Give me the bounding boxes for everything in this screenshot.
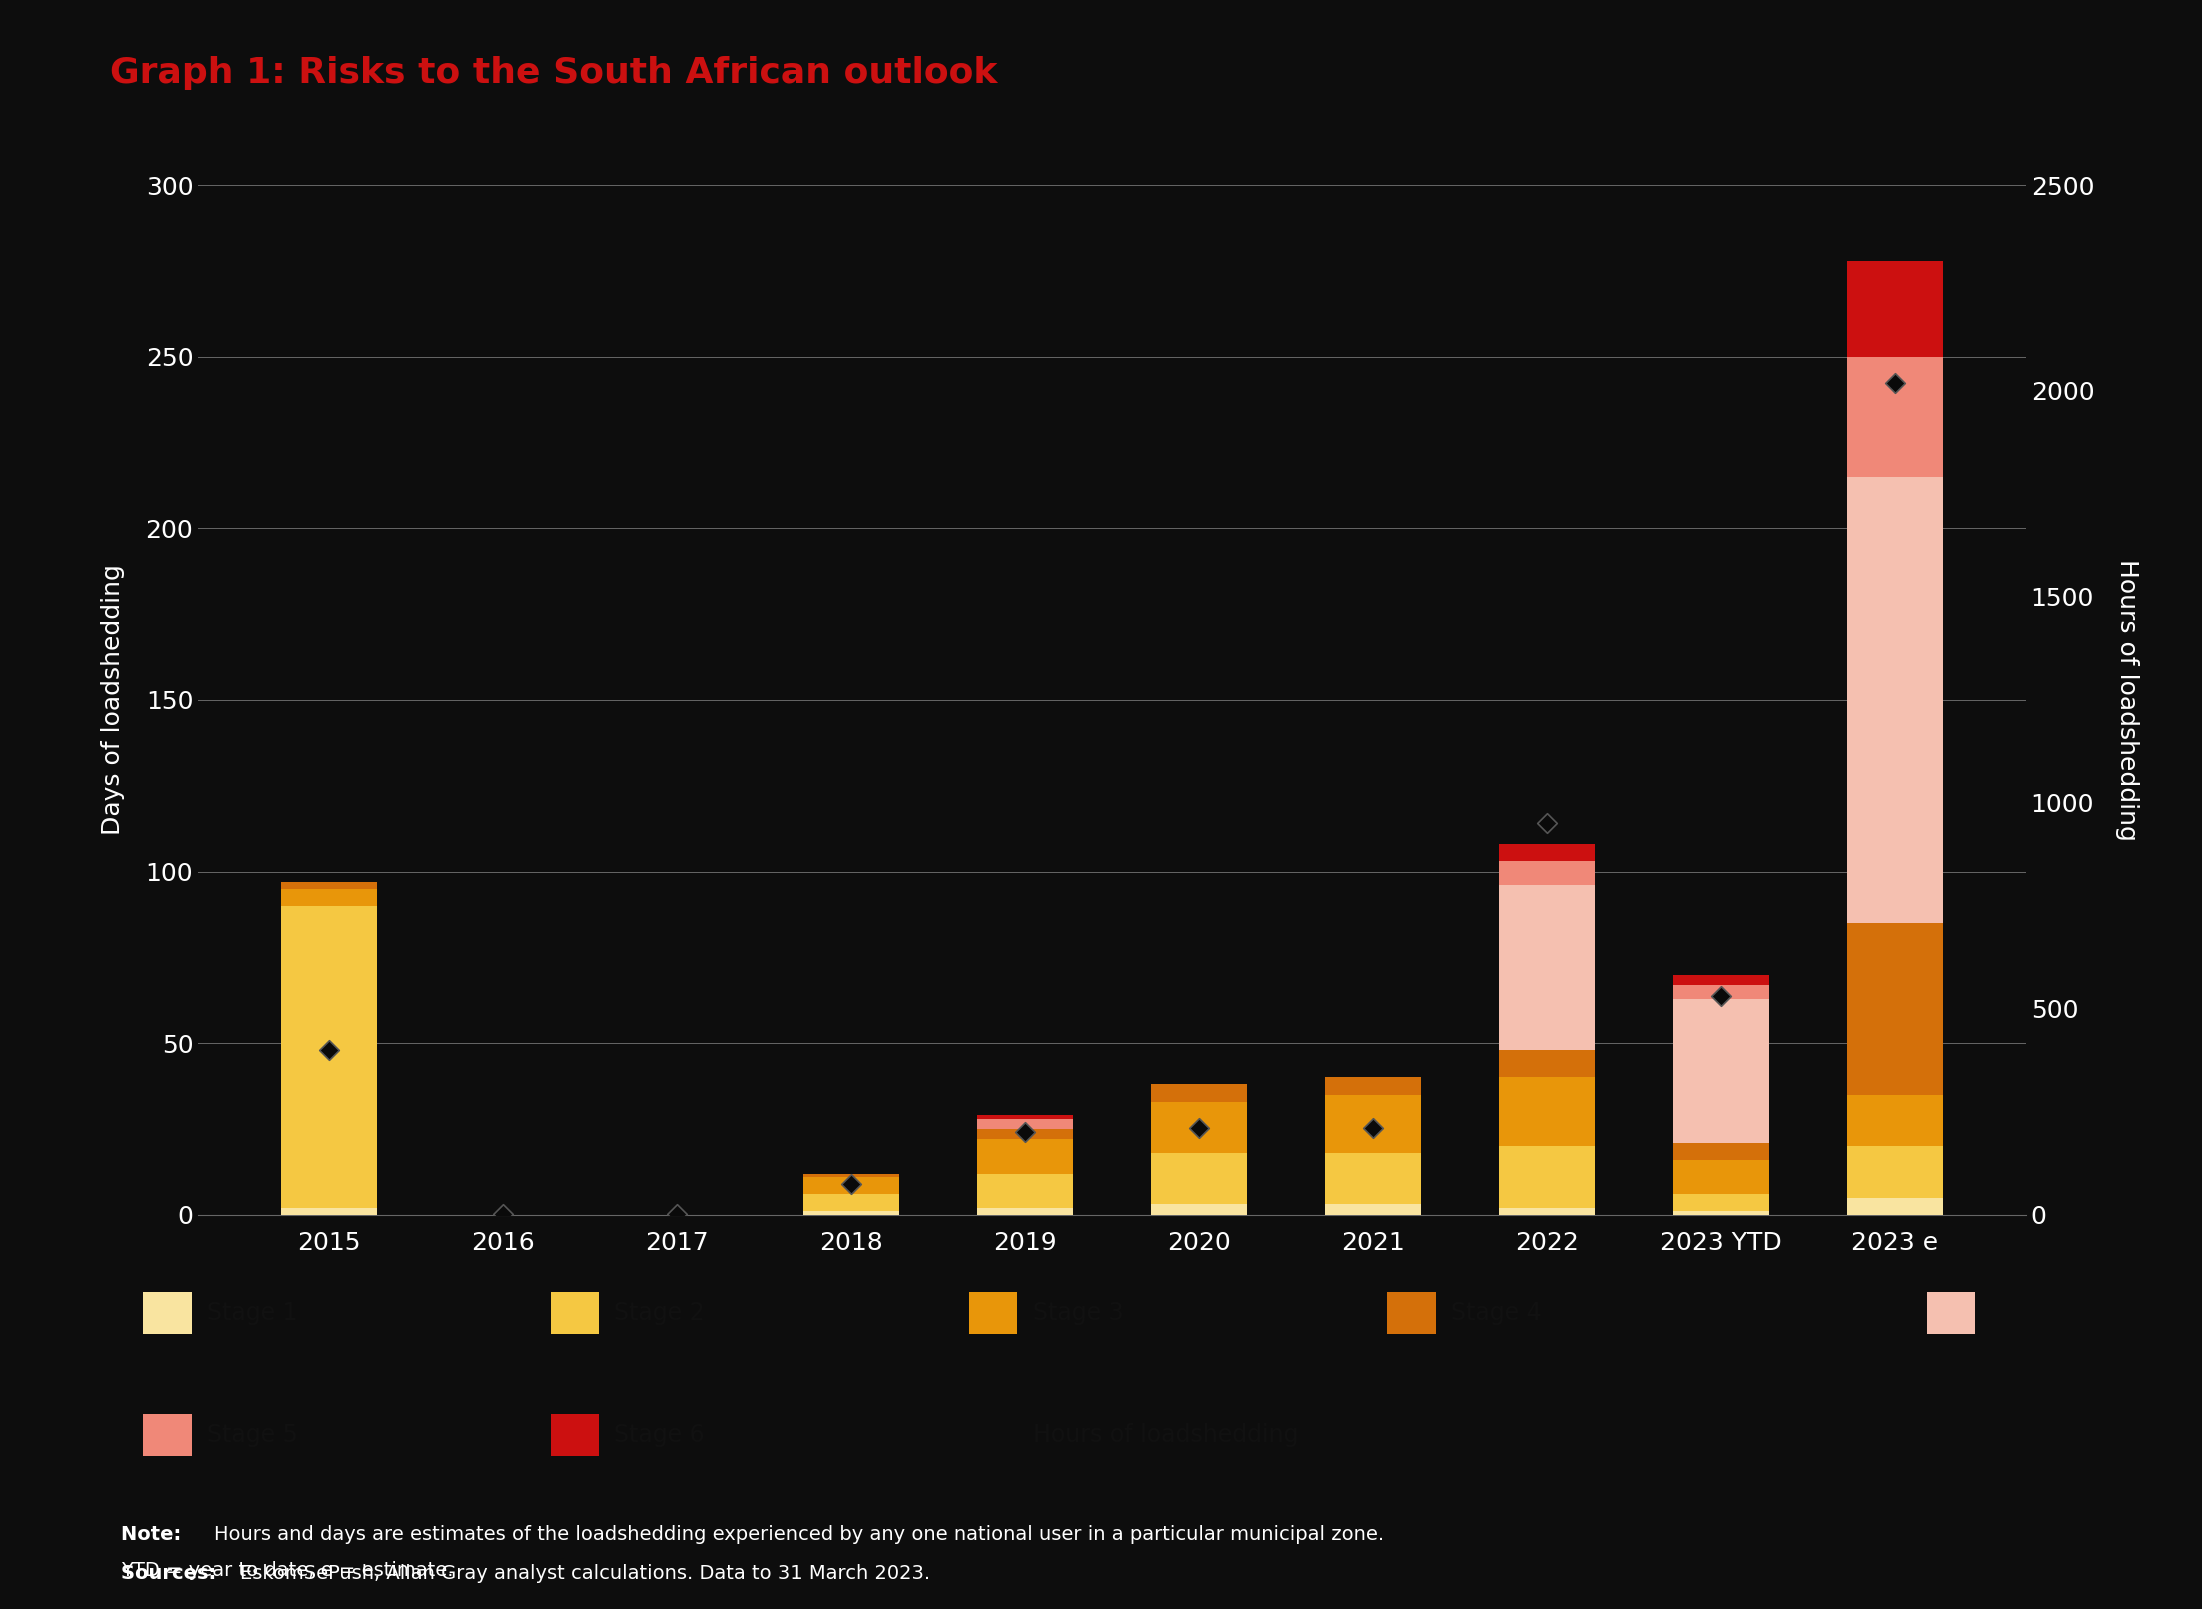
Text: Hours of loadshedding: Hours of loadshedding: [1033, 1424, 1299, 1446]
Text: Graph 1: Risks to the South African outlook: Graph 1: Risks to the South African outl…: [110, 56, 998, 90]
Bar: [1152, 1084, 1246, 1102]
Point: [1356, 1115, 1392, 1141]
Bar: [282, 888, 377, 906]
Bar: [1674, 975, 1768, 985]
Text: EskomSePush, Allan Gray analyst calculations. Data to 31 March 2023.: EskomSePush, Allan Gray analyst calculat…: [240, 1564, 929, 1583]
Point: [1182, 1115, 1218, 1141]
Bar: [804, 1194, 898, 1212]
Bar: [1674, 1212, 1768, 1215]
Bar: [1500, 1051, 1594, 1078]
Bar: [978, 1208, 1072, 1215]
Y-axis label: Days of loadshedding: Days of loadshedding: [101, 565, 126, 835]
Bar: [978, 1118, 1072, 1130]
Bar: [1500, 885, 1594, 1051]
Bar: [282, 882, 377, 888]
Point: [658, 1200, 694, 1226]
Bar: [1674, 999, 1768, 1142]
Text: Stage 1: Stage 1: [207, 1302, 297, 1324]
Bar: [978, 1139, 1072, 1173]
Text: Stage 2: Stage 2: [614, 1302, 705, 1324]
Text: Stage 4: Stage 4: [1451, 1302, 1541, 1324]
Text: Note:: Note:: [121, 1525, 187, 1545]
Bar: [1674, 1194, 1768, 1212]
Bar: [1847, 1146, 1942, 1197]
Text: Stage 3: Stage 3: [1033, 1302, 1123, 1324]
Bar: [804, 1178, 898, 1194]
Bar: [1326, 1078, 1420, 1094]
Point: [1530, 811, 1566, 837]
Bar: [1847, 1197, 1942, 1215]
Bar: [1500, 1208, 1594, 1215]
Point: [832, 1171, 868, 1197]
Bar: [1500, 1078, 1594, 1146]
Bar: [1326, 1094, 1420, 1154]
Bar: [1326, 1205, 1420, 1215]
Point: [1878, 370, 1914, 396]
Bar: [1674, 985, 1768, 999]
Bar: [1847, 924, 1942, 1094]
Bar: [978, 1173, 1072, 1208]
Text: ◆: ◆: [984, 1426, 1002, 1445]
Point: [1006, 1120, 1042, 1146]
Bar: [804, 1212, 898, 1215]
Bar: [1152, 1205, 1246, 1215]
Text: Stage 6: Stage 6: [614, 1424, 705, 1446]
Bar: [1847, 1094, 1942, 1146]
Text: Stage 5: Stage 5: [207, 1424, 297, 1446]
Text: Hours and days are estimates of the loadshedding experienced by any one national: Hours and days are estimates of the load…: [214, 1525, 1383, 1545]
Bar: [1500, 861, 1594, 885]
Bar: [282, 1208, 377, 1215]
Bar: [1847, 357, 1942, 476]
Text: Sources:: Sources:: [121, 1564, 222, 1583]
Bar: [1326, 1154, 1420, 1205]
Bar: [282, 906, 377, 1208]
Point: [484, 1200, 520, 1226]
Y-axis label: Hours of loadshedding: Hours of loadshedding: [2116, 558, 2138, 842]
Bar: [1674, 1160, 1768, 1194]
Bar: [1152, 1102, 1246, 1154]
Point: [1704, 983, 1740, 1009]
Bar: [1500, 845, 1594, 861]
Text: YTD = year to date, e = estimate.: YTD = year to date, e = estimate.: [121, 1561, 454, 1580]
Bar: [978, 1115, 1072, 1118]
Bar: [1847, 476, 1942, 924]
Bar: [804, 1173, 898, 1178]
Bar: [1152, 1154, 1246, 1205]
Bar: [1500, 1146, 1594, 1208]
Bar: [1847, 261, 1942, 357]
Bar: [1674, 1142, 1768, 1160]
Bar: [978, 1130, 1072, 1139]
Point: [310, 1038, 346, 1064]
